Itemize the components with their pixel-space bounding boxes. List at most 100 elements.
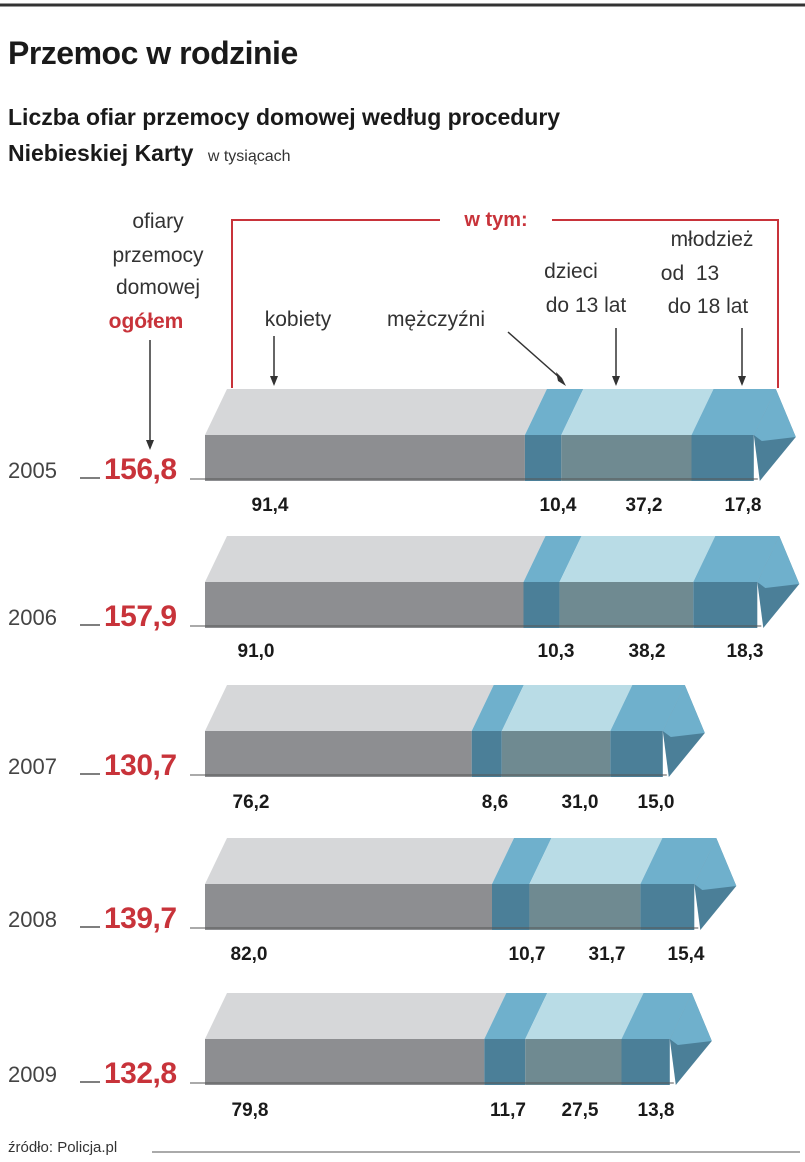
data-label: 11,7: [490, 1100, 526, 1121]
bar-segment-kobiety-front: [205, 582, 524, 628]
data-label: 31,0: [562, 792, 599, 813]
data-label: 38,2: [629, 641, 666, 662]
data-label: 79,8: [232, 1100, 269, 1121]
total-value: 139,7: [104, 902, 177, 935]
bar-segment-dzieci-front: [559, 582, 694, 628]
bar-segment-dzieci-front: [525, 1039, 622, 1085]
legend-mlodziez-line1: młodzież: [671, 228, 754, 251]
bar-segment-dzieci-top: [559, 536, 716, 582]
total-label-line1: ofiary: [132, 210, 184, 233]
data-label: 17,8: [725, 495, 762, 516]
bar-segment-mlodziez-top: [640, 838, 717, 884]
bar-segment-mezczyzni-top: [523, 536, 582, 582]
data-label: 27,5: [562, 1100, 599, 1121]
year-label: 2006: [8, 605, 57, 630]
bar-end-cap-top: [753, 389, 796, 441]
total-label-arrow: [146, 340, 154, 450]
bar-segment-kobiety-front: [205, 731, 472, 777]
bar-segment-dzieci-front: [561, 435, 692, 481]
legend-mlodziez-arrow: [738, 328, 746, 386]
bar-segment-dzieci-top: [501, 685, 633, 731]
chart-title: Przemoc w rodzinie: [8, 35, 298, 71]
legend-dzieci-arrow: [612, 328, 620, 386]
year-label: 2005: [8, 458, 57, 483]
data-label: 82,0: [231, 944, 268, 965]
bar-segment-mezczyzni-front: [471, 731, 502, 777]
bar-segment-mezczyzni-top: [492, 838, 552, 884]
chart-subtitle-line2: Niebieskiej Karty: [8, 140, 194, 166]
bar-segment-mlodziez-top: [610, 685, 685, 731]
data-label: 91,4: [252, 495, 289, 516]
legend-dzieci-line2: do 13 lat: [546, 294, 627, 317]
data-label: 13,8: [638, 1100, 675, 1121]
bar-segment-dzieci-front: [529, 884, 641, 930]
bar-segment-kobiety-top: [205, 685, 494, 731]
year-label: 2007: [8, 754, 57, 779]
source-note: źródło: Policja.pl: [8, 1139, 117, 1156]
data-label: 8,6: [482, 792, 508, 813]
bar-segment-mlodziez-top: [621, 993, 692, 1039]
chart-subtitle-line2-row: Niebieskiej Karty w tysiącach: [8, 140, 291, 166]
bar-segment-mezczyzni-top: [484, 993, 548, 1039]
data-label: 18,3: [727, 641, 764, 662]
data-label: 10,7: [509, 944, 546, 965]
bar-segment-kobiety-top: [205, 993, 507, 1039]
bar-segment-mlodziez-top: [693, 536, 780, 582]
total-label-line2: przemocy: [112, 244, 204, 267]
bar-segment-dzieci-top: [529, 838, 663, 884]
bar-segment-dzieci-top: [561, 389, 714, 435]
bar-end-cap-top: [669, 993, 712, 1045]
chart-unit: w tysiącach: [207, 148, 291, 165]
bar-segment-kobiety-front: [205, 1039, 485, 1085]
bar-segment-mezczyzni-front: [523, 582, 560, 628]
total-label-line3: domowej: [116, 276, 200, 299]
bar-end-cap-top: [757, 536, 800, 588]
data-label: 37,2: [626, 495, 663, 516]
bar-segment-kobiety-top: [205, 389, 547, 435]
bar-segment-kobiety-front: [205, 884, 492, 930]
data-label: 91,0: [238, 641, 275, 662]
legend-kobiety: kobiety: [265, 308, 332, 331]
year-label: 2009: [8, 1062, 57, 1087]
data-label: 10,4: [540, 495, 577, 516]
bar-segment-dzieci-front: [501, 731, 611, 777]
bar-segment-mlodziez-top: [691, 389, 776, 435]
data-label: 76,2: [233, 792, 270, 813]
data-label: 15,4: [668, 944, 705, 965]
data-label: 15,0: [638, 792, 675, 813]
chart-subtitle-line1: Liczba ofiar przemocy domowej według pro…: [8, 104, 560, 130]
legend-mezczyzni: mężczyźni: [387, 308, 485, 331]
data-label: 31,7: [589, 944, 626, 965]
bar-segment-mezczyzni-top: [524, 389, 584, 435]
bar-segment-kobiety-top: [205, 536, 546, 582]
bar-segment-mlodziez-front: [640, 884, 695, 930]
bar-segment-mezczyzni-front: [492, 884, 530, 930]
data-label: 10,3: [538, 641, 575, 662]
total-label-emph: ogółem: [109, 310, 184, 333]
total-value: 132,8: [104, 1057, 177, 1090]
bar-segment-mlodziez-front: [610, 731, 663, 777]
bar-end-cap-top: [662, 685, 705, 737]
legend-kobiety-arrow: [270, 336, 278, 386]
total-value: 130,7: [104, 749, 177, 782]
total-value: 157,9: [104, 600, 177, 633]
year-label: 2008: [8, 907, 57, 932]
legend-dzieci-line1: dzieci: [544, 260, 598, 283]
bar-segment-mezczyzni-top: [471, 685, 524, 731]
group-bracket: [231, 219, 779, 388]
bar-segment-mlodziez-front: [693, 582, 758, 628]
legend-mlodziez-line2: od 13: [661, 262, 719, 285]
bars-layer: 2005 156,8 91,4 10,4 37,2 17,8 2006 157,9 91,0 10…: [8, 389, 800, 1121]
legend-mezczyzni-arrow: [507, 331, 566, 386]
bar-segment-mezczyzni-front: [484, 1039, 526, 1085]
bar-segment-kobiety-front: [205, 435, 525, 481]
bar-segment-mlodziez-front: [691, 435, 754, 481]
bar-segment-dzieci-top: [525, 993, 644, 1039]
bar-segment-mlodziez-front: [621, 1039, 670, 1085]
total-value: 156,8: [104, 453, 177, 486]
bar-end-cap-top: [694, 838, 737, 890]
group-label: w tym:: [463, 209, 527, 231]
bar-segment-mezczyzni-front: [524, 435, 562, 481]
bar-segment-kobiety-top: [205, 838, 514, 884]
